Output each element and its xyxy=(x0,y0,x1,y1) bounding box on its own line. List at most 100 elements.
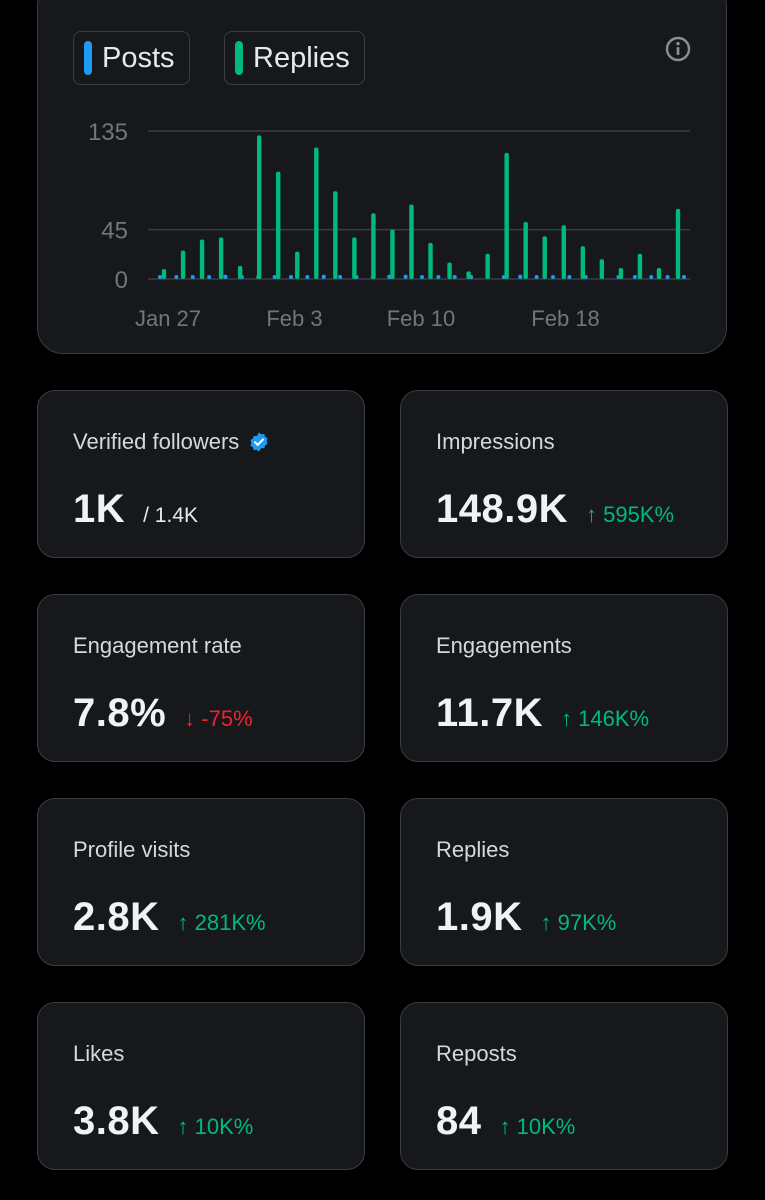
replies-bar xyxy=(447,262,452,279)
metric-tile-reposts[interactable]: Reposts 84 ↑ 10K% xyxy=(400,1002,728,1170)
metric-label-text: Replies xyxy=(436,837,510,862)
metric-value-row: 1.9K ↑ 97K% xyxy=(436,895,616,940)
replies-bar xyxy=(599,259,605,279)
metric-label-text: Impressions xyxy=(436,429,555,454)
metric-value-row: 2.8K ↑ 281K% xyxy=(73,895,266,940)
legend-posts-toggle[interactable]: Posts xyxy=(73,31,190,85)
y-tick-label: 45 xyxy=(101,218,128,245)
metric-change: ↑ 595K% xyxy=(585,502,675,527)
replies-bar xyxy=(295,251,300,279)
posts-bar xyxy=(272,275,277,279)
replies-bar xyxy=(352,237,357,279)
metric-tile-likes[interactable]: Likes 3.8K ↑ 10K% xyxy=(37,1002,365,1170)
metric-value: 84 xyxy=(436,1099,482,1143)
verified-badge-icon xyxy=(250,432,268,452)
info-icon[interactable] xyxy=(664,35,692,63)
posts-bar xyxy=(682,275,686,279)
metric-value: 1K xyxy=(73,487,126,531)
metric-value: 1.9K xyxy=(436,895,523,939)
metric-value-row: 84 ↑ 10K% xyxy=(436,1099,575,1144)
posts-bar xyxy=(321,274,326,279)
replies-bar xyxy=(314,147,319,279)
x-tick-label: Feb 3 xyxy=(266,306,322,331)
posts-bar xyxy=(289,275,293,279)
replies-bar xyxy=(180,250,186,279)
metric-tile-verified-followers[interactable]: Verified followers 1K / 1.4K xyxy=(37,390,365,558)
replies-bar xyxy=(333,191,338,279)
metric-change: ↑ 281K% xyxy=(177,910,266,935)
metric-total: / 1.4K xyxy=(143,504,199,527)
posts-bar xyxy=(174,275,179,279)
y-tick-label: 0 xyxy=(115,267,128,294)
metric-value: 3.8K xyxy=(73,1099,160,1143)
metric-label: Likes xyxy=(73,1041,124,1067)
metric-label-text: Engagements xyxy=(436,633,572,658)
metric-tile-replies[interactable]: Replies 1.9K ↑ 97K% xyxy=(400,798,728,966)
posts-bar xyxy=(551,275,555,279)
metric-label: Verified followers xyxy=(73,429,270,455)
replies-bar xyxy=(561,225,566,279)
replies-bar xyxy=(504,152,509,279)
posts-bar xyxy=(436,275,441,279)
replies-bar xyxy=(466,271,471,279)
metric-value: 2.8K xyxy=(73,895,160,939)
replies-bar xyxy=(161,269,167,279)
posts-bar xyxy=(403,274,408,279)
metric-label: Profile visits xyxy=(73,837,190,863)
posts-bar xyxy=(665,275,670,279)
metric-tile-profile-visits[interactable]: Profile visits 2.8K ↑ 281K% xyxy=(37,798,365,966)
metric-value-row: 148.9K ↑ 595K% xyxy=(436,487,674,532)
posts-bar xyxy=(518,274,523,279)
bar-chart: 135 45 0 Jan 27 Feb 3 Feb 10 Feb 18 xyxy=(88,119,690,331)
posts-bar xyxy=(158,275,162,279)
replies-bar xyxy=(237,265,243,279)
metric-tile-impressions[interactable]: Impressions 148.9K ↑ 595K% xyxy=(400,390,728,558)
metric-value: 7.8% xyxy=(73,691,167,735)
x-tick-label: Feb 18 xyxy=(531,306,600,331)
metric-label: Reposts xyxy=(436,1041,517,1067)
legend-posts-label: Posts xyxy=(102,41,175,74)
metric-tile-engagements[interactable]: Engagements 11.7K ↑ 146K% xyxy=(400,594,728,762)
metric-label: Impressions xyxy=(436,429,555,455)
metric-tile-engagement-rate[interactable]: Engagement rate 7.8% ↓ -75% xyxy=(37,594,365,762)
replies-swatch xyxy=(235,41,243,75)
replies-bar xyxy=(542,236,547,279)
replies-bar xyxy=(218,237,224,279)
metric-label: Engagement rate xyxy=(73,633,242,659)
metric-label-text: Engagement rate xyxy=(73,633,242,658)
replies-bar xyxy=(637,253,643,279)
metric-label-text: Reposts xyxy=(436,1041,517,1066)
metric-label: Engagements xyxy=(436,633,572,659)
posts-bar xyxy=(305,275,310,279)
metric-value-row: 1K / 1.4K xyxy=(73,487,198,532)
replies-bar xyxy=(656,268,662,279)
legend-replies-label: Replies xyxy=(253,41,350,74)
posts-bar xyxy=(338,275,343,279)
metric-change: ↑ 97K% xyxy=(540,910,617,935)
y-tick-label: 135 xyxy=(88,119,128,146)
posts-bar xyxy=(420,275,424,279)
replies-bar xyxy=(371,213,376,279)
metric-change: ↑ 10K% xyxy=(499,1114,576,1139)
metric-change: ↓ -75% xyxy=(184,706,253,731)
posts-bar xyxy=(207,275,212,279)
metric-value: 148.9K xyxy=(436,487,568,531)
posts-bar xyxy=(567,275,572,279)
metric-value-row: 3.8K ↑ 10K% xyxy=(73,1099,253,1144)
metric-value-row: 7.8% ↓ -75% xyxy=(73,691,253,736)
replies-bar xyxy=(256,135,262,279)
replies-bar xyxy=(428,242,433,279)
x-tick-label: Feb 10 xyxy=(387,306,456,331)
posts-bar xyxy=(452,275,457,279)
metric-change: ↑ 146K% xyxy=(561,706,650,731)
posts-bar xyxy=(223,274,228,279)
replies-bar xyxy=(618,268,624,279)
posts-bar xyxy=(534,275,539,279)
metric-change: ↑ 10K% xyxy=(177,1114,254,1139)
legend-replies-toggle[interactable]: Replies xyxy=(224,31,365,85)
metric-value-row: 11.7K ↑ 146K% xyxy=(436,691,649,736)
replies-bar xyxy=(485,253,490,279)
metric-label-text: Verified followers xyxy=(73,429,240,454)
metric-label-text: Likes xyxy=(73,1041,125,1066)
posts-bar xyxy=(632,275,637,279)
